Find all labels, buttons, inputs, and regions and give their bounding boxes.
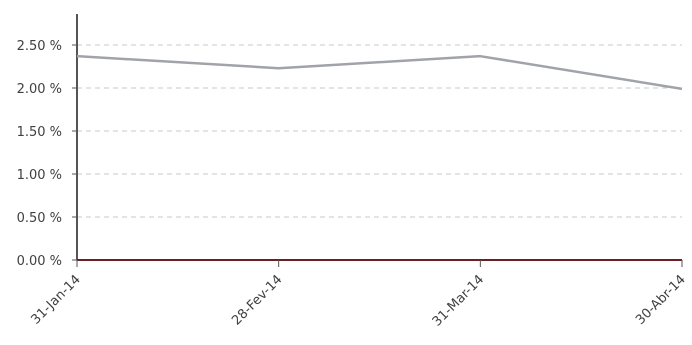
x-tick-label: 28-Fev-14	[229, 272, 285, 328]
y-tick-labels: 0.00 % 0.50 % 1.00 % 1.50 % 2.00 % 2.50 %	[17, 39, 62, 269]
y-tick-label: 0.50 %	[17, 211, 62, 226]
y-tick-label: 0.00 %	[17, 254, 62, 269]
y-tick-label: 1.50 %	[17, 125, 62, 140]
x-tick-label: 30-Abr-14	[633, 272, 689, 328]
x-tick-label: 31-Jan-14	[29, 272, 84, 327]
grid-layer	[77, 44, 682, 218]
series-line	[76, 54, 683, 91]
y-tick-label: 1.00 %	[17, 168, 62, 183]
x-tick-labels: 31-Jan-14 28-Fev-14 31-Mar-14 30-Abr-14	[29, 272, 689, 329]
series-layer	[76, 54, 683, 91]
y-tick-label: 2.50 %	[17, 39, 62, 54]
y-tick-label: 2.00 %	[17, 82, 62, 97]
x-tick-label: 31-Mar-14	[430, 272, 487, 329]
axis-layer	[72, 14, 683, 267]
